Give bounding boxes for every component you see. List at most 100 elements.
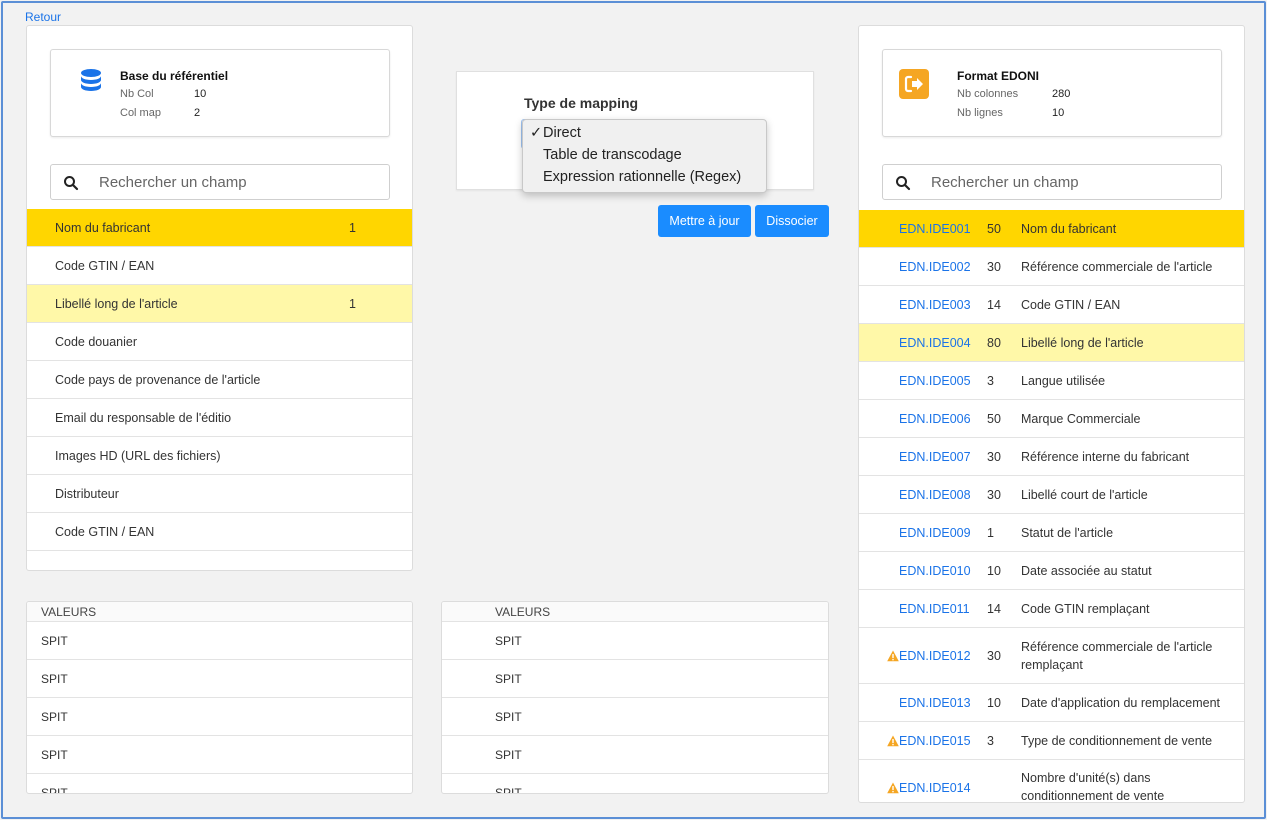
back-link[interactable]: Retour	[25, 10, 62, 24]
warning-icon	[887, 782, 899, 794]
warning-icon	[887, 650, 899, 662]
field-code[interactable]: EDN.IDE015	[899, 734, 971, 748]
field-description: Libellé court de l'article	[1021, 488, 1148, 502]
target-field-row[interactable]: EDN.IDE010 10 Date associée au statut	[859, 552, 1244, 590]
field-label: Images HD (URL des fichiers)	[55, 449, 221, 463]
value-row: SPIT	[27, 774, 412, 794]
field-description: Marque Commerciale	[1021, 412, 1141, 426]
field-length: 30	[987, 488, 1001, 502]
source-field-row[interactable]: Email du responsable de l'éditio	[27, 399, 412, 437]
field-label: Code GTIN / EAN	[55, 259, 155, 273]
target-field-row[interactable]: EDN.IDE001 50 Nom du fabricant	[859, 210, 1244, 248]
target-field-row[interactable]: EDN.IDE011 14 Code GTIN remplaçant	[859, 590, 1244, 628]
field-code[interactable]: EDN.IDE013	[899, 696, 971, 710]
field-code[interactable]: EDN.IDE014	[899, 781, 971, 795]
field-description: Code GTIN / EAN	[1021, 298, 1121, 312]
field-code[interactable]: EDN.IDE004	[899, 336, 971, 350]
source-search-input[interactable]	[97, 171, 377, 193]
mapping-type-title: Type de mapping	[524, 95, 639, 111]
source-field-row[interactable]: Libellé long de l'article 1	[27, 285, 412, 323]
field-code[interactable]: EDN.IDE001	[899, 222, 971, 236]
col-map-value: 2	[194, 107, 201, 119]
option-transcoding-table[interactable]: Table de transcodage	[523, 145, 766, 167]
field-code[interactable]: EDN.IDE011	[899, 602, 970, 616]
value-text: SPIT	[495, 672, 522, 686]
field-length: 80	[987, 336, 1001, 350]
value-row: SPIT	[27, 622, 412, 660]
value-text: SPIT	[495, 748, 522, 762]
target-field-row[interactable]: EDN.IDE004 80 Libellé long de l'article	[859, 324, 1244, 362]
target-field-row[interactable]: EDN.IDE008 30 Libellé court de l'article	[859, 476, 1244, 514]
field-label: Code douanier	[55, 335, 138, 349]
field-label: Code GTIN / EAN	[55, 525, 155, 539]
source-field-row[interactable]: Code GTIN / EAN	[27, 247, 412, 285]
field-code[interactable]: EDN.IDE010	[899, 564, 971, 578]
value-row: SPIT	[442, 698, 828, 736]
value-row: SPIT	[27, 698, 412, 736]
field-label: Libellé long de l'article	[55, 297, 178, 311]
source-field-row[interactable]: Images HD (URL des fichiers)	[27, 437, 412, 475]
target-search-input[interactable]	[929, 171, 1209, 193]
field-description: Nom du fabricant	[1021, 222, 1117, 236]
option-label: Table de transcodage	[543, 147, 682, 163]
nb-col-value: 10	[194, 88, 207, 100]
field-code[interactable]: EDN.IDE002	[899, 260, 971, 274]
option-direct[interactable]: ✓ Direct	[523, 123, 766, 145]
export-icon	[899, 69, 929, 99]
field-description: Référence commerciale de l'article	[1021, 260, 1213, 274]
source-field-row[interactable]: Distributeur	[27, 475, 412, 513]
field-description: Code GTIN remplaçant	[1021, 602, 1150, 616]
field-code[interactable]: EDN.IDE008	[899, 488, 971, 502]
mapping-type-dropdown: ✓ Direct Table de transcodage Expression…	[522, 119, 767, 193]
field-description: Langue utilisée	[1021, 374, 1106, 388]
field-length: 3	[987, 734, 994, 748]
database-icon	[79, 68, 103, 96]
values-header: VALEURS	[27, 602, 412, 622]
target-field-row[interactable]: EDN.IDE007 30 Référence interne du fabrica…	[859, 438, 1244, 476]
dissociate-button[interactable]: Dissocier	[755, 205, 829, 237]
field-description: Nombre d'unité(s) dans conditionnement d…	[1021, 771, 1165, 803]
field-length: 14	[987, 298, 1001, 312]
field-code[interactable]: EDN.IDE009	[899, 526, 971, 540]
field-length: 1	[987, 526, 994, 540]
target-card-title: Format EDONI	[957, 69, 1040, 83]
value-text: SPIT	[41, 786, 68, 794]
target-info-card: Format EDONI Nb colonnes 280 Nb lignes 1…	[882, 49, 1222, 137]
search-icon	[63, 175, 79, 191]
target-field-row[interactable]: EDN.IDE013 10 Date d'application du rempla…	[859, 684, 1244, 722]
target-field-row[interactable]: EDN.IDE014 Nombre d'unité(s) dans conditi…	[859, 760, 1244, 803]
target-field-row[interactable]: EDN.IDE005 3 Langue utilisée	[859, 362, 1244, 400]
value-text: SPIT	[495, 634, 522, 648]
target-search	[882, 164, 1222, 200]
source-search	[50, 164, 390, 200]
source-field-row[interactable]: Code GTIN / EAN	[27, 513, 412, 551]
field-label: Code pays de provenance de l'article	[55, 373, 261, 387]
value-row: SPIT	[27, 660, 412, 698]
update-button[interactable]: Mettre à jour	[658, 205, 751, 237]
field-code[interactable]: EDN.IDE007	[899, 450, 971, 464]
source-field-row[interactable]: Nom du fabricant 1	[27, 209, 412, 247]
field-length: 30	[987, 450, 1001, 464]
field-code[interactable]: EDN.IDE006	[899, 412, 971, 426]
field-code[interactable]: EDN.IDE012	[899, 649, 971, 663]
field-description: Libellé long de l'article	[1021, 336, 1144, 350]
field-code[interactable]: EDN.IDE005	[899, 374, 971, 388]
target-field-list: EDN.IDE001 50 Nom du fabricant EDN.IDE002 3…	[859, 210, 1244, 803]
field-map-count: 1	[349, 221, 356, 235]
target-field-row[interactable]: EDN.IDE003 14 Code GTIN / EAN	[859, 286, 1244, 324]
target-field-row[interactable]: EDN.IDE006 50 Marque Commerciale	[859, 400, 1244, 438]
target-field-row[interactable]: EDN.IDE015 3 Type de conditionnement de ve…	[859, 722, 1244, 760]
values-header: VALEURS	[442, 602, 828, 622]
field-code[interactable]: EDN.IDE003	[899, 298, 971, 312]
nb-columns-value: 280	[1052, 88, 1071, 100]
field-label: Nom du fabricant	[55, 221, 151, 235]
search-icon	[895, 175, 911, 191]
source-field-row[interactable]: Code douanier	[27, 323, 412, 361]
source-field-row[interactable]: Code pays de provenance de l'article	[27, 361, 412, 399]
target-values-panel: VALEURS SPIT SPIT SPIT SPIT SPIT	[441, 601, 829, 794]
nb-col-label: Nb Col	[120, 88, 154, 100]
option-regex[interactable]: Expression rationnelle (Regex)	[523, 167, 766, 189]
target-field-row[interactable]: EDN.IDE009 1 Statut de l'article	[859, 514, 1244, 552]
target-field-row[interactable]: EDN.IDE012 30 Référence commerciale de l'a…	[859, 628, 1244, 684]
target-field-row[interactable]: EDN.IDE002 30 Référence commerciale de l'a…	[859, 248, 1244, 286]
